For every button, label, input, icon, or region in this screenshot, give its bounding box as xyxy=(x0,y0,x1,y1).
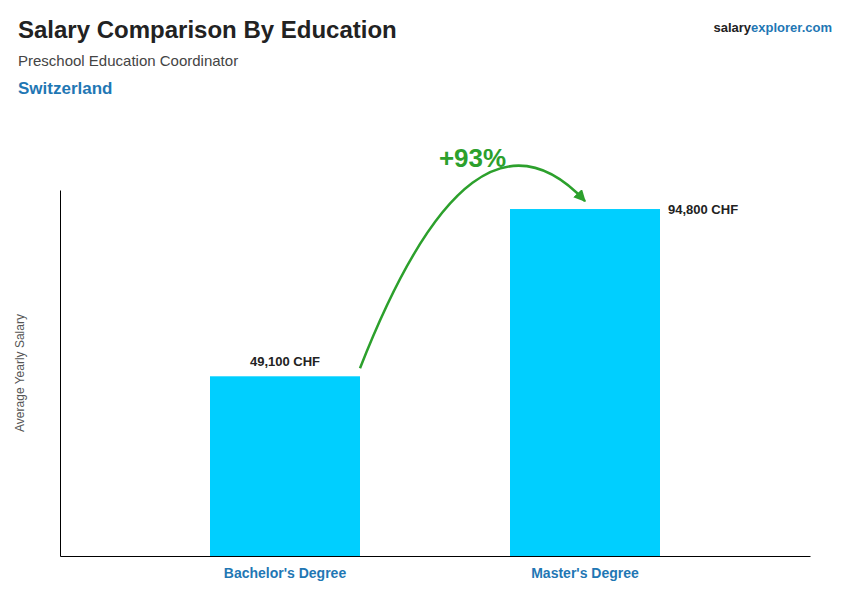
plot: Bachelor's Degree Master's Degree 49,100 C… xyxy=(61,143,811,581)
y-axis-line xyxy=(60,191,61,557)
y-axis-label: Average Yearly Salary xyxy=(13,314,27,432)
bars xyxy=(210,209,660,556)
change-label: +93% xyxy=(439,143,506,173)
y-axis xyxy=(60,191,61,557)
x-tick: Master's Degree xyxy=(531,565,639,581)
x-tick: Bachelor's Degree xyxy=(224,565,347,581)
chart: Salary Comparison By Education Preschool … xyxy=(0,0,850,606)
site-name: salaryexplorer.com xyxy=(713,20,832,35)
data-label: 49,100 CHF xyxy=(250,354,320,369)
site-name-part: salary xyxy=(713,20,751,35)
x-axis: Bachelor's Degree Master's Degree xyxy=(61,557,811,581)
change-arrow xyxy=(360,166,585,369)
site-name-part: explorer.com xyxy=(751,20,832,35)
x-axis-line xyxy=(61,556,811,557)
subtitle: Preschool Education Coordinator xyxy=(18,52,238,69)
bar xyxy=(210,376,360,556)
data-label: 94,800 CHF xyxy=(668,202,738,217)
country: Switzerland xyxy=(18,79,112,98)
x-tick-label: Bachelor's Degree xyxy=(224,565,347,581)
title: Salary Comparison By Education xyxy=(18,16,397,43)
bar xyxy=(510,209,660,556)
x-tick-label: Master's Degree xyxy=(531,565,639,581)
